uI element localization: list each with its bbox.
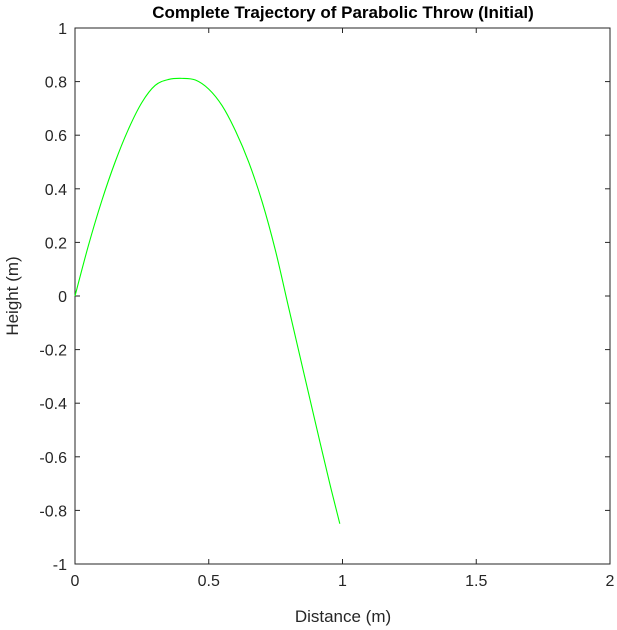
trajectory-line xyxy=(74,77,341,524)
tick-labels: 0 0.5 1 1.5 2 -1 -0.8 -0.6 -0.4 -0.2 0 0.2 0.4 0.6 0.8… xyxy=(39,21,614,590)
y-tick-label: -0.2 xyxy=(39,343,67,360)
x-tick-label: 1.5 xyxy=(465,573,487,590)
tick-marks xyxy=(74,27,611,565)
x-tick-label: 0 xyxy=(71,573,80,590)
plot-area xyxy=(74,27,611,565)
y-tick-label: -0.4 xyxy=(39,396,67,413)
y-tick-label: 1 xyxy=(58,21,67,38)
x-tick-label: 2 xyxy=(606,573,615,590)
series-layer xyxy=(74,77,341,524)
y-tick-label: 0 xyxy=(58,289,67,306)
chart-title: Complete Trajectory of Parabolic Throw (… xyxy=(152,3,534,22)
y-tick-label: -0.8 xyxy=(39,503,67,520)
y-tick-label: 0.8 xyxy=(45,75,67,92)
x-tick-label: 1 xyxy=(338,573,347,590)
y-tick-label: 0.4 xyxy=(45,182,67,199)
y-tick-label: 0.2 xyxy=(45,235,67,252)
x-axis-label: Distance (m) xyxy=(295,607,391,626)
y-axis-label: Height (m) xyxy=(3,256,22,335)
y-tick-label: 0.6 xyxy=(45,128,67,145)
x-tick-label: 0.5 xyxy=(198,573,220,590)
y-tick-label: -0.6 xyxy=(39,450,67,467)
y-tick-label: -1 xyxy=(53,557,67,574)
